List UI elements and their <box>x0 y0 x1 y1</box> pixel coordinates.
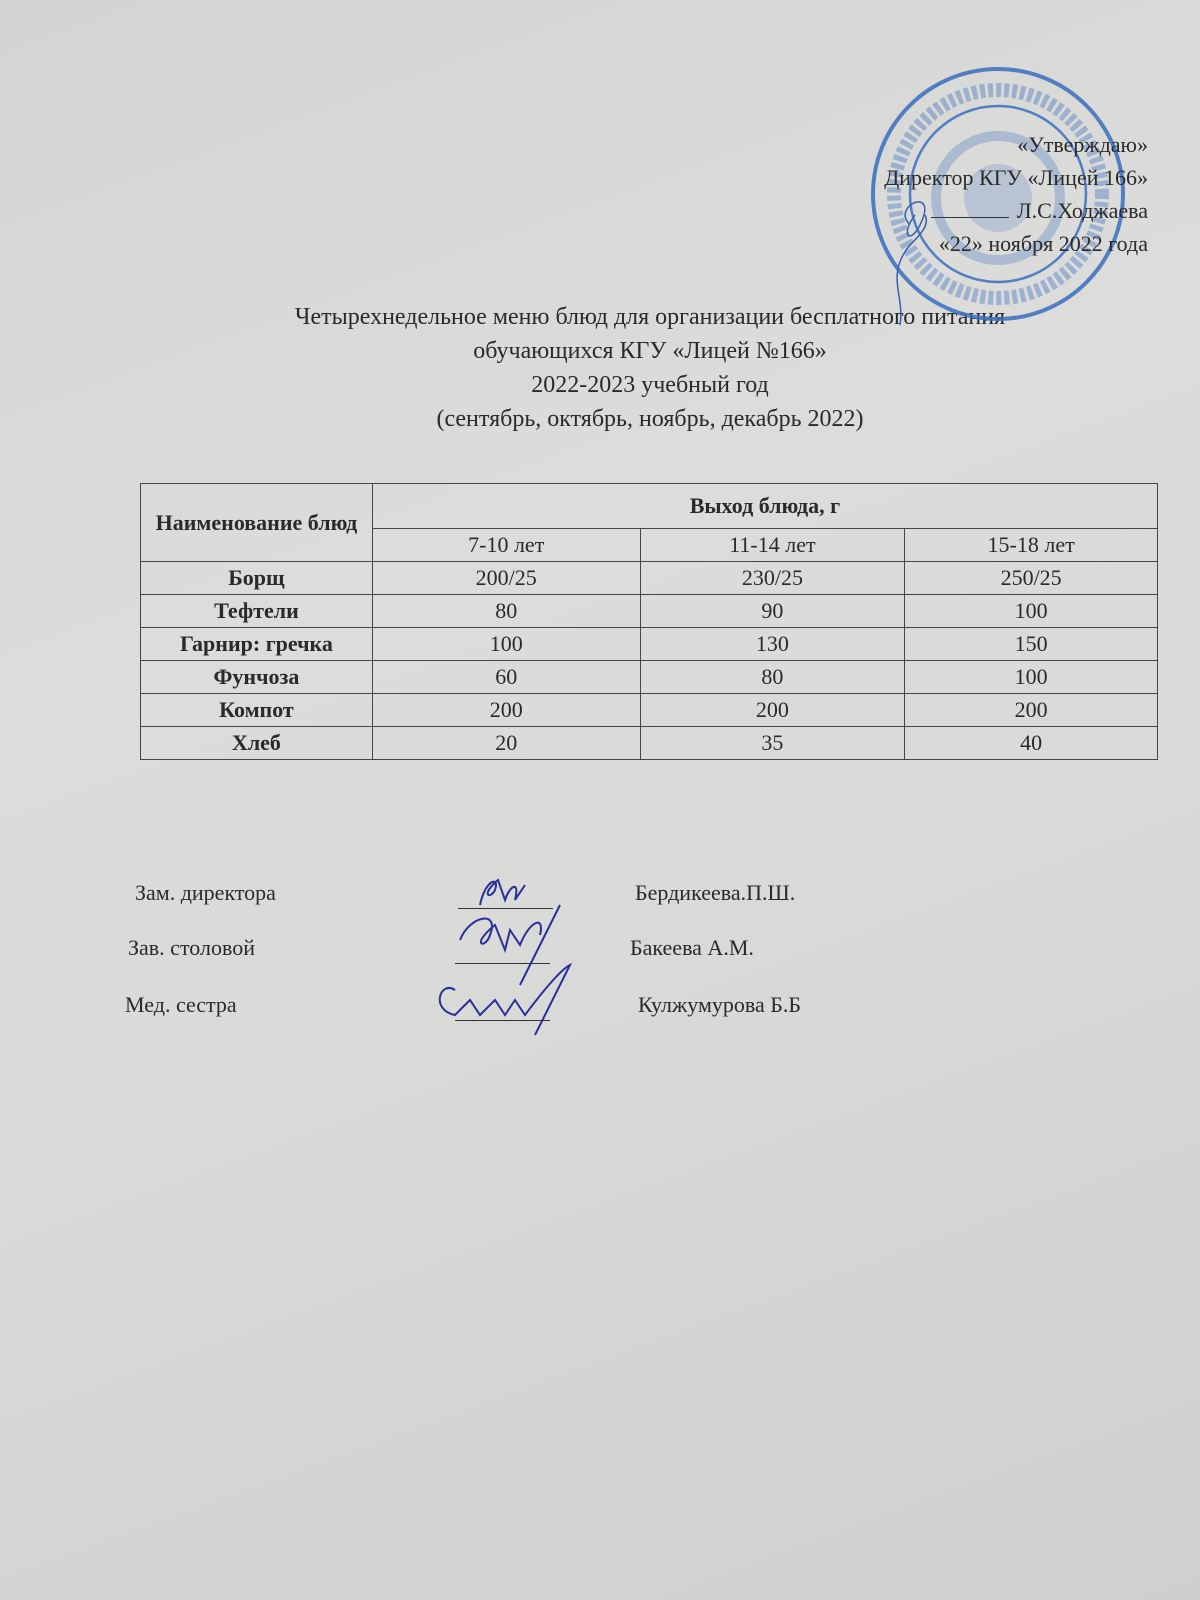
dish-yield: 80 <box>639 660 906 694</box>
signature-line <box>458 908 553 909</box>
dish-yield: 35 <box>639 726 906 760</box>
signature-line <box>930 199 1009 218</box>
signer-name: Кулжумурова Б.Б <box>638 992 801 1017</box>
dish-name: Компот <box>140 693 373 727</box>
approval-signer: Л.С.Ходжаева <box>884 194 1148 227</box>
signer-role: Мед. сестра <box>125 992 237 1017</box>
handwritten-signature <box>459 904 561 986</box>
title-line: Четырехнедельное меню блюд для организац… <box>294 304 1006 330</box>
dish-yield: 100 <box>904 660 1158 694</box>
signature-row: Зав. столовой Бакеева А.М. <box>0 935 1200 969</box>
dish-name: Гарнир: гречка <box>140 627 373 661</box>
dish-yield: 90 <box>639 594 906 628</box>
dish-yield: 60 <box>371 660 641 694</box>
dish-yield: 250/25 <box>904 561 1158 595</box>
approval-signer-name: Л.С.Ходжаева <box>1016 198 1148 223</box>
header-dish-name: Наименование блюд <box>140 483 373 562</box>
dish-yield: 150 <box>904 627 1158 661</box>
table-row: Борщ 200/25 230/25 250/25 <box>140 561 1158 595</box>
signature-row: Зам. директора Бердикеева.П.Ш. <box>0 880 1200 914</box>
header-age: 7-10 лет <box>371 528 641 562</box>
dish-yield: 200/25 <box>371 561 641 595</box>
director-signature <box>896 201 927 326</box>
signer-name: Бакеева А.М. <box>630 935 754 960</box>
signer-role: Зав. столовой <box>128 935 255 960</box>
table-row: Фунчоза 60 80 100 <box>140 660 1158 694</box>
table-row: Компот 200 200 200 <box>140 693 1158 727</box>
table-row: Хлеб 20 35 40 <box>140 726 1158 760</box>
dish-name: Хлеб <box>140 726 373 760</box>
menu-table: Наименование блюд Выход блюда, г 7-10 ле… <box>140 483 1159 760</box>
dish-yield: 40 <box>904 726 1158 760</box>
document-title: Четырехнедельное меню блюд для организац… <box>140 300 1160 436</box>
signer-role: Зам. директора <box>135 880 276 905</box>
signature-line <box>455 1020 550 1021</box>
handwritten-signature <box>438 962 573 1036</box>
dish-yield: 80 <box>371 594 641 628</box>
signature-line <box>455 963 550 964</box>
table-row: Гарнир: гречка 100 130 150 <box>140 627 1158 661</box>
header-age: 11-14 лет <box>639 528 906 562</box>
dish-yield: 20 <box>371 726 641 760</box>
approval-position: Директор КГУ «Лицей 166» <box>884 165 1148 190</box>
title-line: обучающихся КГУ «Лицей №166» <box>473 338 827 364</box>
dish-name: Фунчоза <box>140 660 373 694</box>
approval-heading: «Утверждаю» <box>1017 132 1148 157</box>
table-header-ages: 7-10 лет 11-14 лет 15-18 лет <box>141 528 1158 562</box>
dish-name: Борщ <box>140 561 373 595</box>
signature-row: Мед. сестра Кулжумурова Б.Б <box>0 992 1200 1026</box>
official-stamp <box>871 67 1125 321</box>
dish-yield: 130 <box>639 627 906 661</box>
dish-yield: 100 <box>904 594 1158 628</box>
approval-date: «22» ноября 2022 года <box>938 231 1148 256</box>
table-header-row: Наименование блюд Выход блюда, г <box>140 483 1159 562</box>
approval-block: «Утверждаю» Директор КГУ «Лицей 166» Л.С… <box>884 128 1148 260</box>
table-row: Тефтели 80 90 100 <box>140 594 1158 628</box>
signer-name: Бердикеева.П.Ш. <box>635 880 796 905</box>
handwritten-signature <box>479 878 526 906</box>
title-line: (сентябрь, октябрь, ноябрь, декабрь 2022… <box>436 406 864 432</box>
title-line: 2022-2023 учебный год <box>531 372 769 398</box>
